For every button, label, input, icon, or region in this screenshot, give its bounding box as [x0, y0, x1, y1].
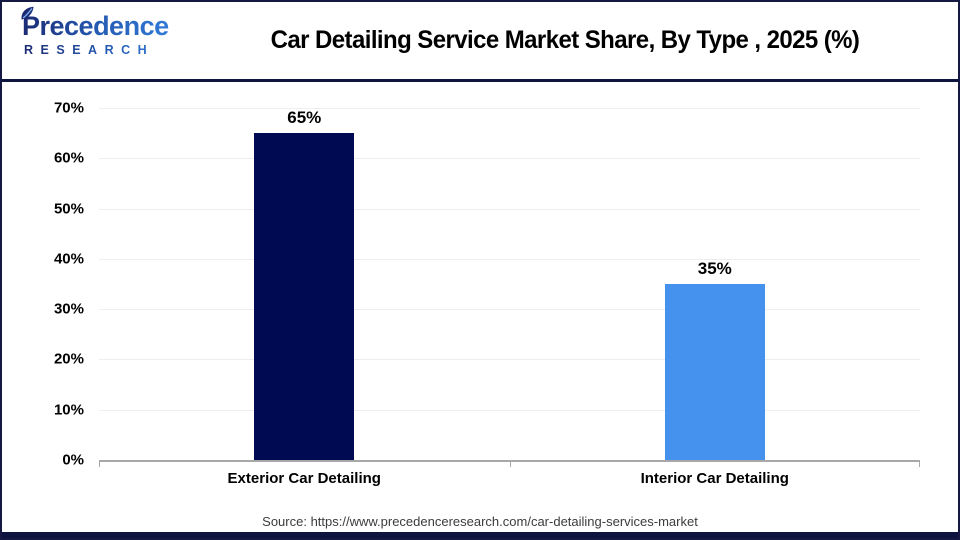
gridline-30% [99, 309, 920, 311]
header-divider [2, 79, 958, 82]
plot-area: 65% Exterior Car Detailing 35% Interior Car… [99, 106, 920, 487]
gridline-60% [99, 158, 920, 160]
gridline-40% [99, 258, 920, 260]
axis-tick [919, 462, 920, 467]
gridline-10% [99, 409, 920, 411]
bar-exterior-car-detailing [254, 133, 355, 460]
value-label: 65% [287, 108, 322, 128]
x-axis-line [99, 460, 920, 462]
y-axis-labels: 0% 10% 20% 30% 40% 50% 60% 70% [2, 100, 84, 469]
ytick-label: 0% [62, 451, 84, 469]
source-text: Source: https://www.precedenceresearch.c… [262, 514, 698, 529]
header: Precedence RESEARCH Car Detailing Servic… [2, 2, 958, 79]
ytick-label: 50% [53, 200, 84, 218]
gridline-20% [99, 359, 920, 361]
ytick-label: 60% [53, 149, 84, 167]
value-label: 35% [697, 259, 732, 278]
logo-subbrand-text: RESEARCH [22, 43, 182, 57]
ytick-label: 70% [53, 99, 84, 117]
ytick-label: 40% [53, 250, 84, 268]
gridline-50% [99, 208, 920, 210]
precedence-research-logo: Precedence RESEARCH [21, 6, 182, 57]
bottom-accent-bar [2, 532, 958, 538]
ytick-label: 10% [53, 401, 84, 419]
ytick-label: 30% [53, 300, 84, 318]
category-label: Interior Car Detailing [640, 470, 789, 487]
ytick-label: 20% [53, 350, 84, 368]
axis-tick [509, 462, 511, 467]
leaf-icon [21, 6, 34, 20]
chart-title: Car Detailing Service Market Share, By T… [270, 26, 860, 54]
category-label: Exterior Car Detailing [227, 470, 381, 487]
gridline-70% [99, 108, 920, 109]
axis-tick [99, 462, 100, 467]
bar-interior-car-detailing [664, 284, 765, 460]
logo-brand-text: Precedence [22, 11, 182, 42]
